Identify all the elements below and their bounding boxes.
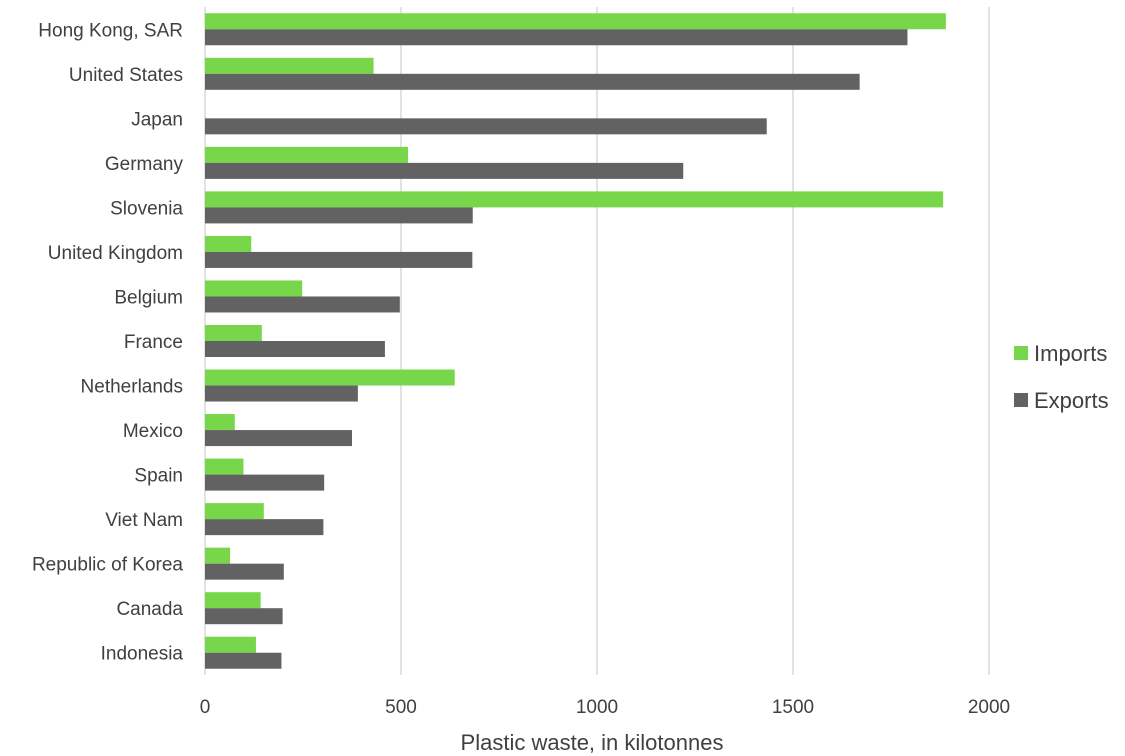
category-label: Netherlands xyxy=(81,377,183,398)
category-label: United Kingdom xyxy=(48,243,183,264)
bar-imports xyxy=(205,458,244,475)
x-tick-label: 1500 xyxy=(772,697,814,718)
x-tick-label: 1000 xyxy=(576,697,618,718)
category-labels: Hong Kong, SAR United States Japan Germany S… xyxy=(32,20,184,664)
x-axis-title: Plastic waste, in kilotonnes xyxy=(461,730,724,755)
bar-exports xyxy=(205,563,284,580)
bar-exports xyxy=(205,118,767,135)
bar-imports xyxy=(205,13,946,30)
bar-exports xyxy=(205,385,358,402)
legend-label-imports: Imports xyxy=(1034,341,1107,366)
bar-exports xyxy=(205,207,473,224)
bar-imports xyxy=(205,280,303,297)
bar-exports xyxy=(205,474,325,491)
category-label: Hong Kong, SAR xyxy=(38,20,183,41)
bar-imports xyxy=(205,503,264,520)
legend: Imports Exports xyxy=(1014,341,1109,413)
legend-swatch-exports xyxy=(1014,393,1028,407)
x-tick-label: 0 xyxy=(200,697,211,718)
bar-imports xyxy=(205,325,262,341)
bar-imports xyxy=(205,146,409,163)
bar-exports xyxy=(205,608,283,625)
bar-exports xyxy=(205,73,860,90)
category-label: Canada xyxy=(116,599,183,620)
bar-exports xyxy=(205,519,324,536)
bars xyxy=(205,13,946,669)
category-label: Germany xyxy=(105,154,184,175)
bar-imports xyxy=(205,191,944,208)
bar-imports xyxy=(205,369,455,386)
bar-imports xyxy=(205,57,374,74)
bar-exports xyxy=(205,341,385,357)
category-label: Spain xyxy=(134,466,183,487)
x-tick-label: 500 xyxy=(385,697,417,718)
legend-swatch-imports xyxy=(1014,346,1028,360)
category-label: Slovenia xyxy=(110,198,183,219)
bar-imports xyxy=(205,636,256,653)
x-tick-label: 2000 xyxy=(968,697,1010,718)
legend-label-exports: Exports xyxy=(1034,388,1109,413)
bar-exports xyxy=(205,296,400,313)
category-label: Belgium xyxy=(114,287,183,308)
category-label: Mexico xyxy=(123,421,183,442)
bar-exports xyxy=(205,430,352,447)
bar-exports xyxy=(205,652,282,669)
category-label: France xyxy=(124,332,183,353)
category-label: Viet Nam xyxy=(105,510,183,531)
category-label: Indonesia xyxy=(101,644,184,665)
category-label: United States xyxy=(69,65,183,86)
bar-imports xyxy=(205,547,231,564)
category-label: Japan xyxy=(131,109,183,130)
x-tick-labels: 0 500 1000 1500 2000 xyxy=(200,697,1010,718)
category-label: Republic of Korea xyxy=(32,555,183,576)
bar-imports xyxy=(205,592,261,609)
bar-imports xyxy=(205,414,235,431)
bar-exports xyxy=(205,29,908,46)
bar-exports xyxy=(205,251,473,268)
bar-exports xyxy=(205,162,684,179)
bar-imports xyxy=(205,235,252,252)
